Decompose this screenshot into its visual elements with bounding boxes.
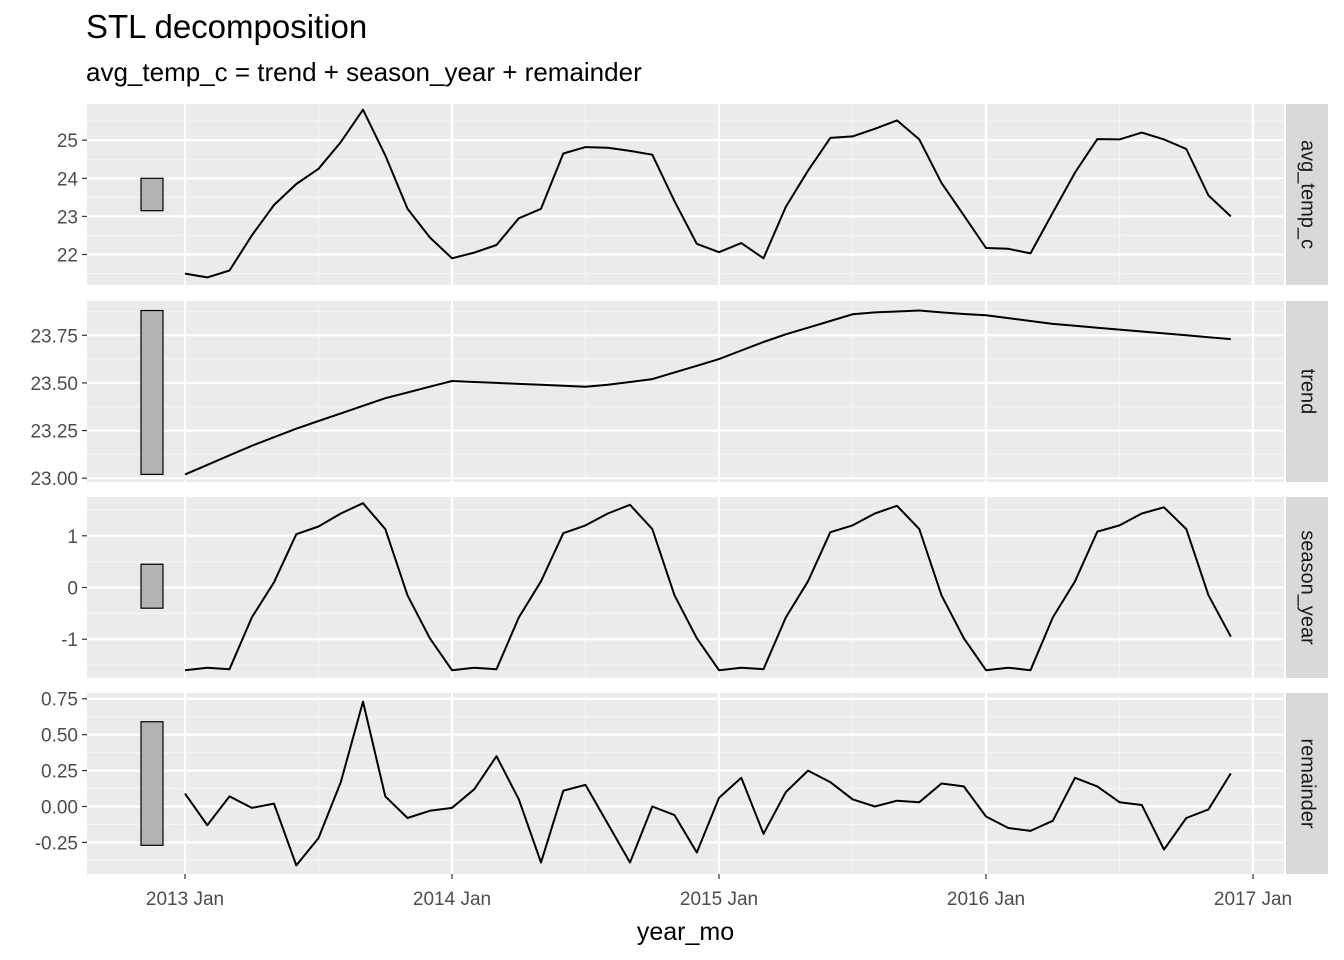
series-line-trend bbox=[184, 309, 1231, 476]
y-tick-label: -1 bbox=[61, 630, 78, 651]
y-tick-label: 0 bbox=[67, 579, 78, 600]
facet-strip-label: season_year bbox=[1297, 530, 1319, 645]
series-line-remainder bbox=[184, 700, 1232, 867]
x-axis-title: year_mo bbox=[637, 918, 734, 946]
y-tick-label: 0.50 bbox=[41, 726, 78, 747]
x-tick-label: 2014 Jan bbox=[413, 889, 491, 910]
x-tick-label: 2015 Jan bbox=[680, 889, 758, 910]
x-tick-label: 2017 Jan bbox=[1214, 889, 1292, 910]
y-tick-label: 1 bbox=[67, 527, 78, 548]
y-tick-label: 23 bbox=[57, 207, 78, 228]
x-tick-label: 2016 Jan bbox=[947, 889, 1025, 910]
y-tick-label: 23.00 bbox=[30, 469, 78, 490]
y-tick-label: -0.25 bbox=[35, 833, 78, 854]
panel-background bbox=[87, 104, 1284, 285]
facet-strip bbox=[1286, 104, 1328, 285]
facet-strip-label: trend bbox=[1297, 369, 1319, 415]
y-tick-label: 23.50 bbox=[30, 374, 78, 395]
facet-strip bbox=[1286, 693, 1328, 874]
series-line-season_year bbox=[184, 502, 1232, 672]
y-tick-label: 23.25 bbox=[30, 422, 78, 443]
panel-background bbox=[87, 693, 1284, 874]
scale-bar bbox=[140, 177, 164, 212]
scale-bar bbox=[140, 563, 164, 609]
series-line-avg_temp_c bbox=[184, 108, 1232, 279]
chart-title: STL decomposition bbox=[86, 8, 368, 45]
y-tick-label: 0.25 bbox=[41, 762, 78, 783]
panel-background bbox=[87, 301, 1284, 482]
facet-strip-label: avg_temp_c bbox=[1297, 140, 1319, 249]
chart-subtitle: avg_temp_c = trend + season_year + remai… bbox=[86, 57, 642, 87]
x-tick-label: 2013 Jan bbox=[146, 889, 224, 910]
facet-strip-label: remainder bbox=[1297, 738, 1319, 828]
y-tick-label: 23.75 bbox=[30, 326, 78, 347]
facet-strip bbox=[1286, 301, 1328, 482]
y-tick-label: 25 bbox=[57, 131, 78, 152]
scale-bar bbox=[140, 309, 164, 475]
y-tick-label: 0.75 bbox=[41, 690, 78, 711]
y-tick-label: 24 bbox=[57, 169, 79, 190]
y-tick-label: 22 bbox=[57, 246, 78, 267]
y-tick-label: 0.00 bbox=[41, 797, 78, 818]
facet-strip bbox=[1286, 497, 1328, 678]
scale-bar bbox=[140, 721, 164, 846]
